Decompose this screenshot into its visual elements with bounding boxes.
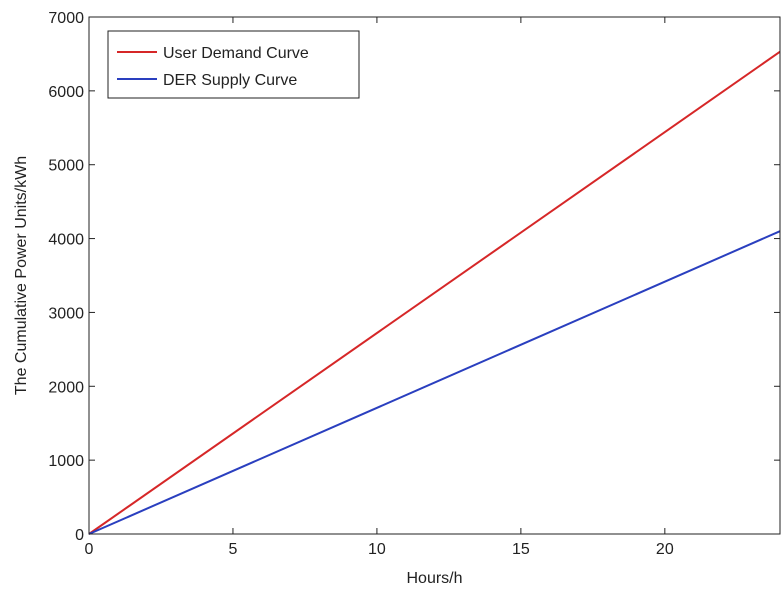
x-tick-label-1: 5: [229, 541, 238, 558]
y-tick-label-2: 2000: [48, 379, 84, 396]
series-layer: [88, 50, 781, 535]
legend-box: [107, 30, 360, 99]
x-tick-label-3: 15: [512, 541, 530, 558]
y-tick-label-1: 1000: [48, 453, 84, 470]
legend: User Demand Curve DER Supply Curve: [107, 30, 360, 99]
y-tick-label-7: 7000: [48, 10, 84, 27]
x-tick-label-0: 0: [85, 541, 94, 558]
y-tick-label-5: 5000: [48, 158, 84, 175]
y-axis-label: The Cumulative Power Units/kWh: [13, 156, 30, 395]
plot-layer: [89, 17, 780, 534]
y-tick-label-3: 3000: [48, 305, 84, 322]
y-tick-label-4: 4000: [48, 232, 84, 249]
series-line-2: [88, 230, 781, 535]
legend-label-2: DER Supply Curve: [163, 72, 297, 89]
axis-layer: 0 5 10 15 20 0 1000 2000 3000 4000 5000 6000 7000: [48, 10, 781, 558]
y-tick-label-0: 0: [75, 527, 84, 544]
plot-frame: [88, 16, 781, 535]
x-tick-label-2: 10: [368, 541, 386, 558]
x-tick-label-4: 20: [656, 541, 674, 558]
series-line-1: [88, 50, 781, 535]
x-axis-label: Hours/h: [406, 570, 462, 587]
plot-area: [89, 17, 780, 534]
y-tick-label-6: 6000: [48, 84, 84, 101]
legend-label-1: User Demand Curve: [163, 45, 309, 62]
